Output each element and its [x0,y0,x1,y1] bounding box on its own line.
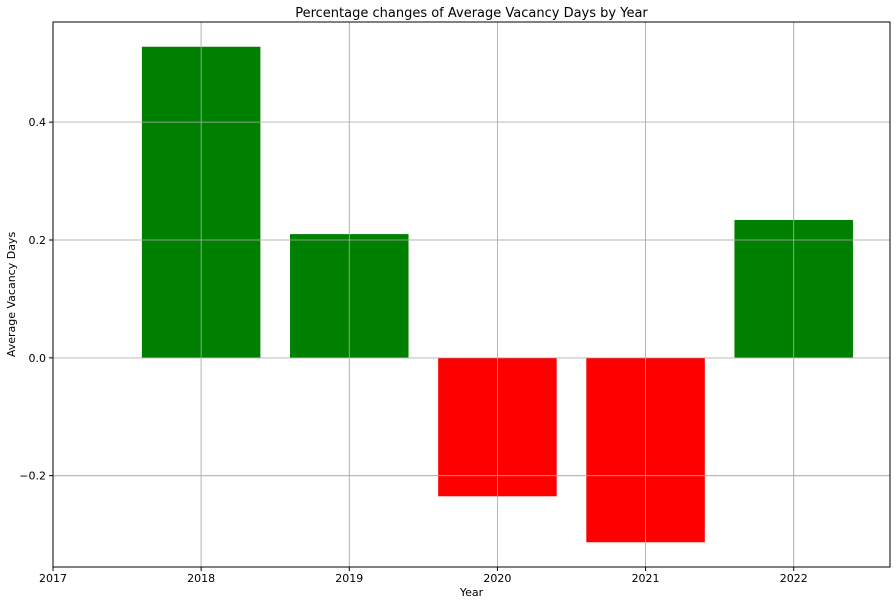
x-tick-label-2021: 2021 [632,572,660,585]
y-tick-label-0: −0.2 [19,470,46,483]
axis-layer: 2017 2018 2019 2020 2021 2022 −0.2 0.0 0.2 0.4 [19,21,891,585]
x-tick-label-2022: 2022 [780,572,808,585]
x-tick-label-2020: 2020 [483,572,511,585]
grid-overlay [52,22,890,567]
y-tick-label-2: 0.2 [29,234,47,247]
x-axis-label: Year [459,586,484,599]
x-tick-label-2018: 2018 [187,572,215,585]
x-tick-label-2019: 2019 [335,572,363,585]
x-tick-label-2017: 2017 [39,572,67,585]
y-tick-label-3: 0.4 [29,116,47,129]
plot-frame [52,21,891,568]
bar-layer [52,22,890,567]
chart-title: Percentage changes of Average Vacancy Da… [295,6,648,21]
y-axis-label: Average Vacancy Days [5,232,18,358]
y-tick-label-1: 0.0 [29,352,47,365]
